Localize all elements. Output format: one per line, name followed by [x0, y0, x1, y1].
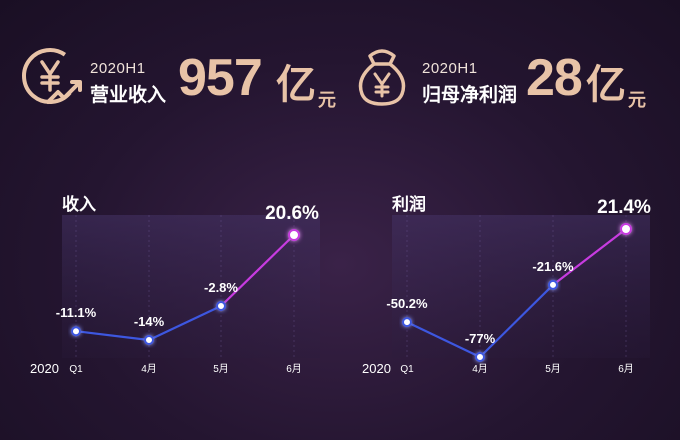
data-label: -11.1% [56, 305, 97, 320]
kpi-unit-yuan: 元 [628, 90, 646, 110]
data-point [144, 335, 154, 345]
chart-panel [62, 215, 320, 358]
data-point [620, 223, 632, 235]
data-label: -14% [134, 314, 165, 329]
x-tick-label: Q1 [400, 364, 414, 375]
yen-moneybag-icon [358, 49, 406, 106]
kpi-unit-yuan: 元 [318, 90, 336, 110]
data-label: -50.2% [386, 296, 428, 311]
kpi-unit: 亿 [586, 63, 626, 107]
chart-title: 利润 [392, 195, 426, 214]
series-line-segment [220, 234, 295, 307]
kpi-value: 957 [178, 49, 263, 107]
data-point [402, 317, 412, 328]
x-tick-label: 6月 [286, 363, 302, 375]
series-line-segment [148, 305, 222, 341]
kpi-revenue: 2020H1 营业收入 957 亿 元 [18, 40, 338, 120]
data-label: 20.6% [265, 203, 319, 224]
series-line-segment [75, 330, 150, 342]
series-line-segment [406, 321, 481, 358]
chart-title: 收入 [62, 195, 96, 214]
data-point [475, 352, 485, 362]
x-tick-label: 6月 [618, 363, 634, 375]
kpi-value: 28 [526, 49, 583, 107]
x-tick-label: 5月 [213, 363, 229, 375]
kpi-name: 归母净利润 [422, 85, 518, 106]
kpi-net-profit: 2020H1 归母净利润 28 亿 元 [350, 40, 670, 120]
data-point [288, 229, 300, 241]
data-point [548, 279, 558, 290]
x-tick-label: 4月 [472, 363, 488, 375]
series-line-segment [552, 228, 627, 286]
yen-growth-icon [22, 48, 82, 104]
kpi-name: 营业收入 [90, 85, 167, 106]
data-label: -77% [465, 331, 496, 346]
data-label: -2.8% [204, 280, 238, 295]
chart-panel [392, 215, 650, 358]
data-point [216, 301, 226, 312]
data-point [71, 326, 81, 337]
kpi-period: 2020H1 [422, 60, 478, 77]
x-tick-label: Q1 [69, 364, 83, 375]
year-label: 2020 [362, 361, 391, 376]
x-tick-label: 5月 [545, 363, 561, 375]
year-label: 2020 [30, 361, 59, 376]
kpi-unit: 亿 [276, 63, 316, 107]
data-label: 21.4% [597, 197, 651, 218]
series-line-segment [479, 284, 554, 358]
kpi-period: 2020H1 [90, 60, 146, 77]
data-label: -21.6% [532, 259, 574, 274]
x-tick-label: 4月 [141, 363, 157, 375]
